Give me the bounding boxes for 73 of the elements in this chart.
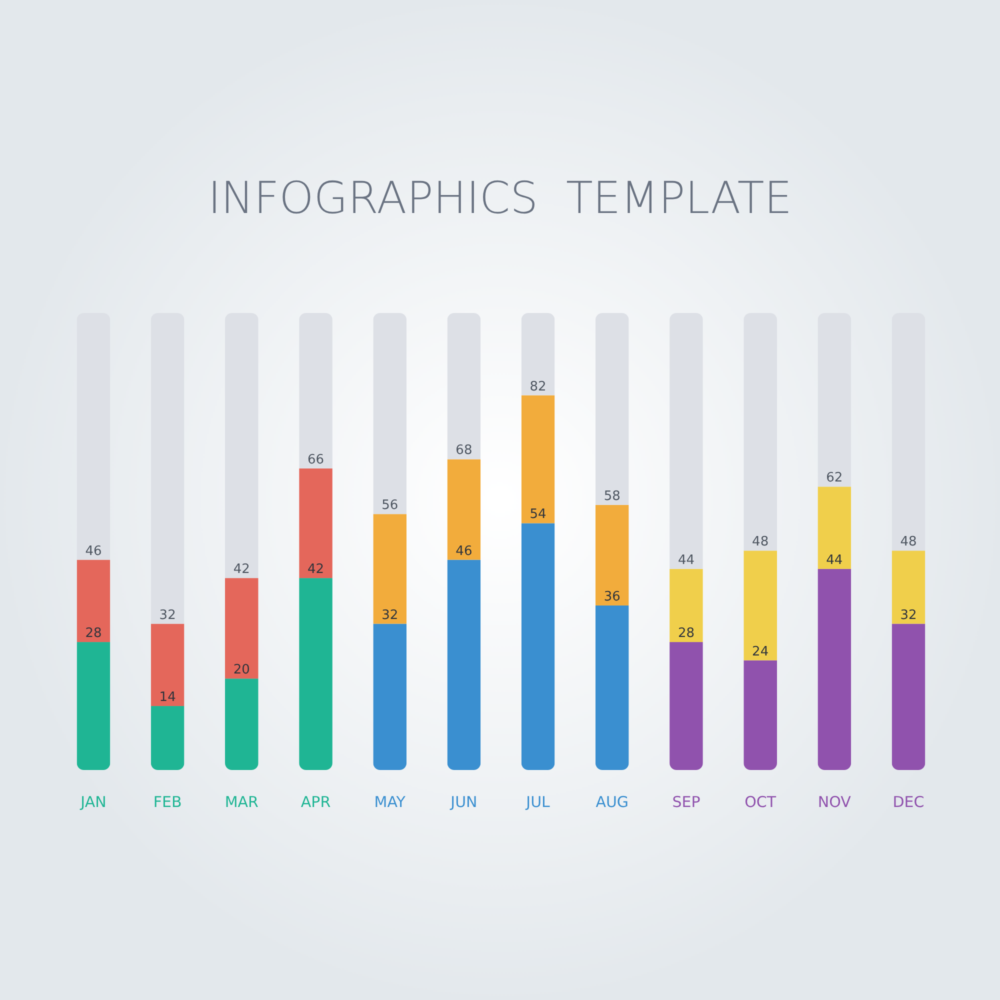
bar bbox=[76, 560, 110, 642]
annotation: 42 bbox=[233, 562, 250, 578]
annotation: 48 bbox=[752, 534, 769, 550]
bar bbox=[299, 578, 332, 770]
annotation: 32 bbox=[159, 608, 176, 623]
data-label: 32 bbox=[382, 608, 398, 623]
data-label: 54 bbox=[530, 507, 546, 522]
x-tick-label: MAY bbox=[374, 793, 406, 811]
bar bbox=[818, 568, 852, 770]
x-tick-label: JUL bbox=[525, 793, 551, 811]
bar bbox=[744, 313, 777, 551]
annotation: 82 bbox=[530, 379, 546, 394]
bar bbox=[150, 313, 184, 624]
annotation: 44 bbox=[678, 552, 695, 568]
bar bbox=[521, 395, 555, 524]
bar bbox=[670, 568, 703, 642]
x-tick-label: AUG bbox=[596, 793, 629, 811]
data-label: 42 bbox=[307, 562, 324, 578]
annotation: 66 bbox=[307, 452, 324, 468]
x-tick-label: MAR bbox=[224, 793, 258, 811]
annotation: 62 bbox=[826, 470, 843, 486]
annotation: 48 bbox=[900, 534, 917, 550]
annotation: 46 bbox=[85, 544, 102, 559]
data-label: 28 bbox=[678, 626, 695, 642]
x-tick-label: JUN bbox=[450, 793, 478, 811]
x-tick-label: OCT bbox=[744, 793, 777, 811]
x-tick-label: DEC bbox=[892, 793, 924, 811]
bar bbox=[892, 550, 926, 624]
bar bbox=[150, 706, 184, 770]
bar bbox=[521, 523, 555, 770]
annotation: 56 bbox=[382, 498, 398, 514]
bar bbox=[373, 514, 407, 624]
annotation: 58 bbox=[604, 488, 620, 504]
bar bbox=[150, 624, 184, 706]
x-tick-label: SEP bbox=[672, 793, 700, 811]
x-tick-label: APR bbox=[300, 793, 331, 811]
data-label: 24 bbox=[752, 644, 769, 660]
bar bbox=[818, 486, 852, 569]
bar bbox=[299, 313, 332, 468]
bar bbox=[744, 660, 777, 770]
bar bbox=[76, 642, 110, 770]
bar bbox=[225, 578, 258, 679]
bar bbox=[76, 313, 110, 560]
bar bbox=[447, 313, 481, 460]
bar bbox=[595, 313, 629, 505]
x-tick-label: FEB bbox=[153, 793, 182, 811]
data-label: 32 bbox=[900, 608, 917, 623]
data-label: 20 bbox=[233, 662, 250, 678]
data-label: 28 bbox=[85, 626, 102, 642]
bar bbox=[225, 313, 258, 578]
bar bbox=[299, 468, 332, 578]
bar bbox=[892, 313, 926, 551]
bar bbox=[595, 504, 629, 606]
x-tick-label: JAN bbox=[80, 793, 106, 811]
bar bbox=[892, 624, 926, 770]
bar bbox=[818, 313, 852, 487]
data-label: 14 bbox=[159, 690, 176, 706]
bar bbox=[447, 560, 481, 770]
bar bbox=[670, 313, 703, 569]
bar bbox=[670, 642, 703, 770]
bar bbox=[744, 550, 777, 660]
bar bbox=[373, 624, 407, 770]
bar bbox=[373, 313, 407, 514]
data-label: 46 bbox=[456, 544, 472, 559]
annotation: 68 bbox=[456, 443, 472, 458]
bar bbox=[595, 605, 629, 770]
chart-title: INFOGRAPHICS TEMPLATE bbox=[208, 173, 792, 224]
bar bbox=[521, 313, 555, 396]
data-label: 36 bbox=[604, 589, 620, 604]
data-label: 44 bbox=[826, 552, 843, 568]
bar bbox=[225, 678, 258, 770]
bar bbox=[447, 459, 481, 560]
x-tick-label: NOV bbox=[818, 793, 852, 811]
